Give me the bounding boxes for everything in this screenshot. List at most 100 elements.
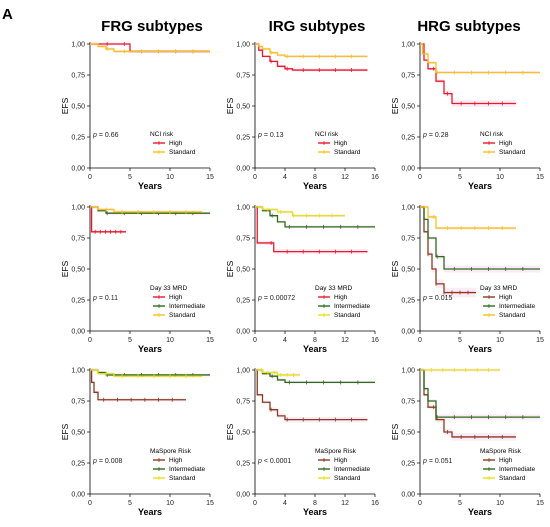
chart-7-series-0 [255, 369, 368, 421]
chart-4-x-tick-label: 0 [253, 337, 257, 344]
chart-8-xlabel: Years [468, 507, 492, 517]
chart-8-x-tick-label: 10 [496, 500, 504, 507]
chart-5-series-2 [420, 206, 516, 229]
chart-2-x-tick-label: 5 [458, 174, 462, 181]
chart-3-y-tick-label: 0,25 [71, 297, 85, 304]
chart-4-y-tick-label: 0,75 [236, 235, 250, 242]
km-panels: 0,00 0,25 0,50 0,75 1,00 0 5 10 15 EFS Years p = 0.… [60, 41, 544, 517]
chart-3-x-tick-label: 5 [128, 337, 132, 344]
chart-2-pvalue-p: p [422, 132, 429, 139]
chart-5-series-1 [420, 206, 540, 270]
chart-1-series-1 [255, 43, 368, 58]
chart-6-ylabel: EFS [60, 423, 70, 440]
chart-7-pvalue: p < 0.0001 [257, 458, 291, 465]
chart-4-y-tick-label: 0,00 [236, 328, 250, 335]
chart-1-band-0 [255, 42, 368, 72]
chart-5-x-tick-label: 15 [536, 337, 544, 344]
chart-1-pvalue-p: p [257, 132, 264, 139]
chart-8-legend-label-0: High [499, 457, 513, 464]
chart-7-legend-label-2: Standard [334, 475, 361, 482]
chart-0: 0,00 0,25 0,50 0,75 1,00 0 5 10 15 EFS Years p = 0.… [60, 41, 214, 191]
chart-1-x-tick-label: 16 [371, 174, 379, 181]
chart-0-y-tick-label: 0,50 [71, 103, 85, 110]
chart-5-x-tick-label: 5 [458, 337, 462, 344]
chart-1-y-tick-label: 0,25 [236, 134, 250, 141]
chart-3-x-tick-label: 10 [166, 337, 174, 344]
chart-3-y-tick-label: 0,00 [71, 328, 85, 335]
chart-2-ylabel: EFS [390, 97, 400, 114]
chart-3-y-tick-label: 0,50 [71, 266, 85, 273]
chart-5-pvalue-text: = 0.015 [429, 295, 453, 302]
chart-6-legend-label-2: Standard [169, 475, 196, 482]
chart-8-x-tick-label: 0 [418, 500, 422, 507]
chart-7-xlabel: Years [303, 507, 327, 517]
chart-3-band-0 [90, 205, 126, 234]
chart-2-series-1 [420, 43, 540, 74]
chart-8: 0,00 0,25 0,50 0,75 1,00 0 5 10 15 EFS Years p = 0.… [390, 367, 544, 517]
chart-6-pvalue: p = 0.008 [92, 458, 123, 465]
chart-0-xlabel: Years [138, 181, 162, 191]
chart-6-y-tick-label: 0,75 [71, 398, 85, 405]
chart-7-ylabel: EFS [225, 423, 235, 440]
chart-5-y-tick-label: 0,50 [401, 266, 415, 273]
chart-0-y-tick-label: 0,00 [71, 165, 85, 172]
chart-3-xlabel: Years [138, 344, 162, 354]
chart-2-band-1 [420, 42, 540, 75]
chart-8-band-1 [420, 368, 540, 420]
chart-0-y-tick-label: 0,25 [71, 134, 85, 141]
chart-4-pvalue: p = 0.00072 [257, 295, 295, 302]
chart-5-legend-title: Day 33 MRD [480, 285, 518, 292]
chart-1-y-tick-label: 0,75 [236, 72, 250, 79]
chart-8-pvalue-p: p [422, 458, 429, 465]
chart-4-band-2 [255, 205, 345, 218]
chart-5-legend-label-1: Intermediate [499, 303, 536, 310]
chart-0-legend-title: NCI risk [150, 131, 174, 138]
panel-letter: A [2, 6, 13, 23]
chart-5-legend-label-0: High [499, 294, 513, 301]
chart-2-y-tick-label: 1,00 [401, 41, 415, 48]
chart-0-y-tick-label: 0,75 [71, 72, 85, 79]
chart-6-pvalue-p: p [92, 458, 99, 465]
chart-5-band-2 [420, 205, 516, 230]
chart-3-pvalue-p: p [92, 295, 99, 302]
chart-2-x-tick-label: 15 [536, 174, 544, 181]
chart-1-y-tick-label: 1,00 [236, 41, 250, 48]
chart-4-legend-label-2: Standard [334, 312, 361, 319]
chart-5-band-0 [420, 205, 476, 298]
chart-4: 0,00 0,25 0,50 0,75 1,00 0 4 8 12 16 EFS Years p = 0… [225, 204, 379, 354]
chart-2-pvalue: p = 0.28 [422, 132, 449, 139]
chart-2-y-tick-label: 0,25 [401, 134, 415, 141]
chart-4-x-tick-label: 16 [371, 337, 379, 344]
chart-5-xlabel: Years [468, 344, 492, 354]
chart-4-ylabel: EFS [225, 260, 235, 277]
chart-5-pvalue: p = 0.015 [422, 295, 453, 302]
chart-7-x-tick-label: 16 [371, 500, 379, 507]
chart-4-legend-label-1: Intermediate [334, 303, 371, 310]
chart-3-legend-label-2: Standard [169, 312, 196, 319]
chart-7-y-tick-label: 0,75 [236, 398, 250, 405]
chart-6-legend-label-0: High [169, 457, 183, 464]
chart-4-y-tick-label: 0,50 [236, 266, 250, 273]
chart-8-y-tick-label: 0,25 [401, 460, 415, 467]
chart-8-legend-title: MaSpore Risk [480, 448, 522, 455]
chart-1-xlabel: Years [303, 181, 327, 191]
chart-0-legend-label-0: High [169, 140, 183, 147]
chart-4-x-tick-label: 8 [313, 337, 317, 344]
chart-5: 0,00 0,25 0,50 0,75 1,00 0 5 10 15 EFS Years p = 0.… [390, 204, 544, 354]
chart-8-ylabel: EFS [390, 423, 400, 440]
chart-2-series-0 [420, 43, 516, 105]
chart-0-pvalue-p: p [92, 132, 99, 139]
chart-2-band-0 [420, 42, 516, 107]
chart-2-x-tick-label: 10 [496, 174, 504, 181]
chart-7-x-tick-label: 12 [341, 500, 349, 507]
chart-3-x-tick-label: 15 [206, 337, 214, 344]
chart-0-band-0 [90, 42, 210, 53]
chart-0-x-tick-label: 5 [128, 174, 132, 181]
chart-3-x-tick-label: 0 [88, 337, 92, 344]
chart-1-pvalue: p = 0.13 [257, 132, 284, 139]
chart-3-legend-label-1: Intermediate [169, 303, 206, 310]
chart-0-legend-label-1: Standard [169, 149, 196, 156]
chart-2-legend-label-1: Standard [499, 149, 526, 156]
chart-8-y-tick-label: 1,00 [401, 367, 415, 374]
chart-0-ylabel: EFS [60, 97, 70, 114]
